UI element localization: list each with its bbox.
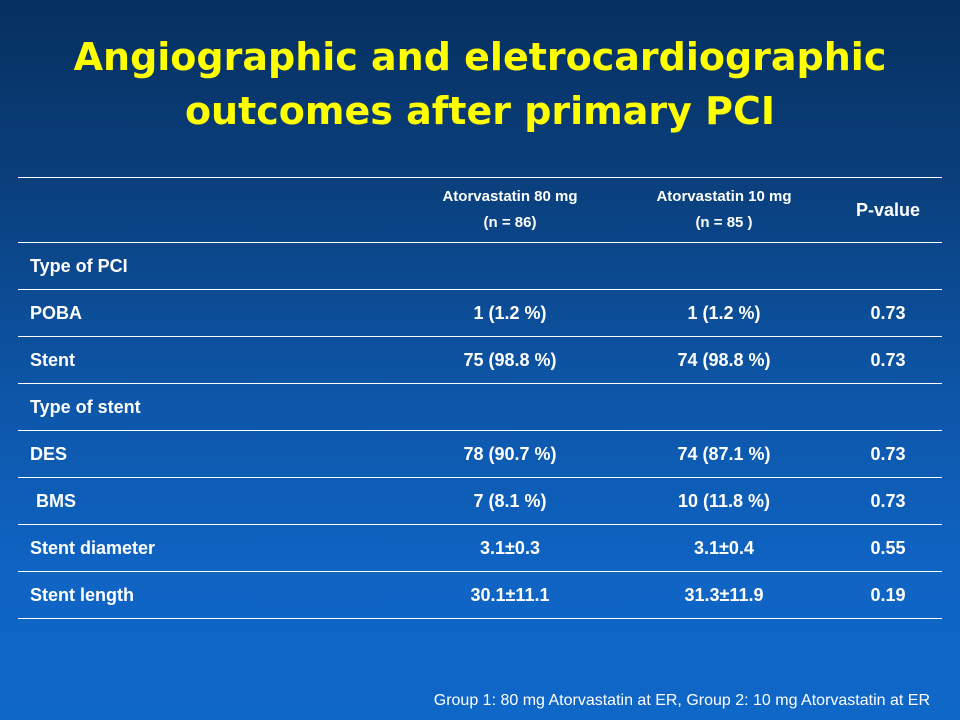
header-label-cell (18, 178, 406, 243)
row-p-value: 0.73 (870, 349, 906, 370)
table-row-stent-length: Stent length 30.1±11.1 31.3±11.9 0.19 (18, 572, 942, 619)
table-header-row: Atorvastatin 80 mg (n = 86) Atorvastatin… (18, 177, 942, 243)
row-label: BMS (36, 490, 76, 511)
row-value-group1: 30.1±11.1 (470, 584, 550, 605)
row-value-group2: 74 (87.1 %) (677, 443, 771, 464)
row-p-value: 0.19 (870, 584, 906, 605)
row-value-group2: 31.3±11.9 (684, 584, 764, 605)
row-value-group2: 10 (11.8 %) (677, 490, 771, 511)
row-value-group2 (614, 243, 834, 290)
row-label: Type of PCI (30, 255, 128, 276)
row-value-group2: 1 (1.2 %) (687, 302, 761, 323)
row-label: Stent diameter (30, 537, 156, 558)
row-value-group1 (406, 384, 614, 431)
row-value-group1: 78 (90.7 %) (463, 443, 557, 464)
slide-title-line-1: Angiographic and eletrocardiographic (73, 35, 887, 79)
table-row-des: DES 78 (90.7 %) 74 (87.1 %) 0.73 (18, 431, 942, 478)
header-atorvastatin-80-name: Atorvastatin 80 mg (442, 188, 578, 205)
table-row-bms: BMS 7 (8.1 %) 10 (11.8 %) 0.73 (18, 478, 942, 525)
table-row-stent: Stent 75 (98.8 %) 74 (98.8 %) 0.73 (18, 337, 942, 384)
row-value-group1 (406, 243, 614, 290)
row-p-value: 0.73 (870, 443, 906, 464)
row-value-group2: 74 (98.8 %) (677, 349, 771, 370)
slide-title: Angiographic and eletrocardiographic out… (0, 30, 960, 138)
table-row-poba: POBA 1 (1.2 %) 1 (1.2 %) 0.73 (18, 290, 942, 337)
slide-title-line-2: outcomes after primary PCI (184, 89, 776, 133)
row-p-value: 0.73 (870, 302, 906, 323)
footnote: Group 1: 80 mg Atorvastatin at ER, Group… (433, 692, 930, 709)
row-label: Stent (30, 349, 75, 370)
header-atorvastatin-10: Atorvastatin 10 mg (n = 85 ) (614, 178, 834, 243)
header-atorvastatin-10-n: (n = 85 ) (695, 214, 753, 231)
row-label: Stent length (30, 584, 134, 605)
row-label: Type of stent (30, 396, 141, 417)
row-value-group1: 7 (8.1 %) (473, 490, 547, 511)
table-row-type-of-pci: Type of PCI (18, 243, 942, 290)
table-row-type-of-stent: Type of stent (18, 384, 942, 431)
row-value-group1: 3.1±0.3 (480, 537, 540, 558)
row-p-value (834, 384, 942, 431)
row-p-value (834, 243, 942, 290)
header-atorvastatin-10-name: Atorvastatin 10 mg (656, 188, 792, 205)
row-label: DES (30, 443, 68, 464)
outcomes-table: Atorvastatin 80 mg (n = 86) Atorvastatin… (18, 177, 942, 619)
row-p-value: 0.55 (870, 537, 906, 558)
row-label: POBA (30, 302, 83, 323)
row-value-group2: 3.1±0.4 (694, 537, 754, 558)
table-row-stent-diameter: Stent diameter 3.1±0.3 3.1±0.4 0.55 (18, 525, 942, 572)
header-p-value: P-value (855, 200, 921, 220)
row-value-group1: 1 (1.2 %) (473, 302, 547, 323)
header-atorvastatin-80-n: (n = 86) (483, 214, 537, 231)
row-value-group1: 75 (98.8 %) (463, 349, 557, 370)
row-value-group2 (614, 384, 834, 431)
row-p-value: 0.73 (870, 490, 906, 511)
header-atorvastatin-80: Atorvastatin 80 mg (n = 86) (406, 178, 614, 243)
